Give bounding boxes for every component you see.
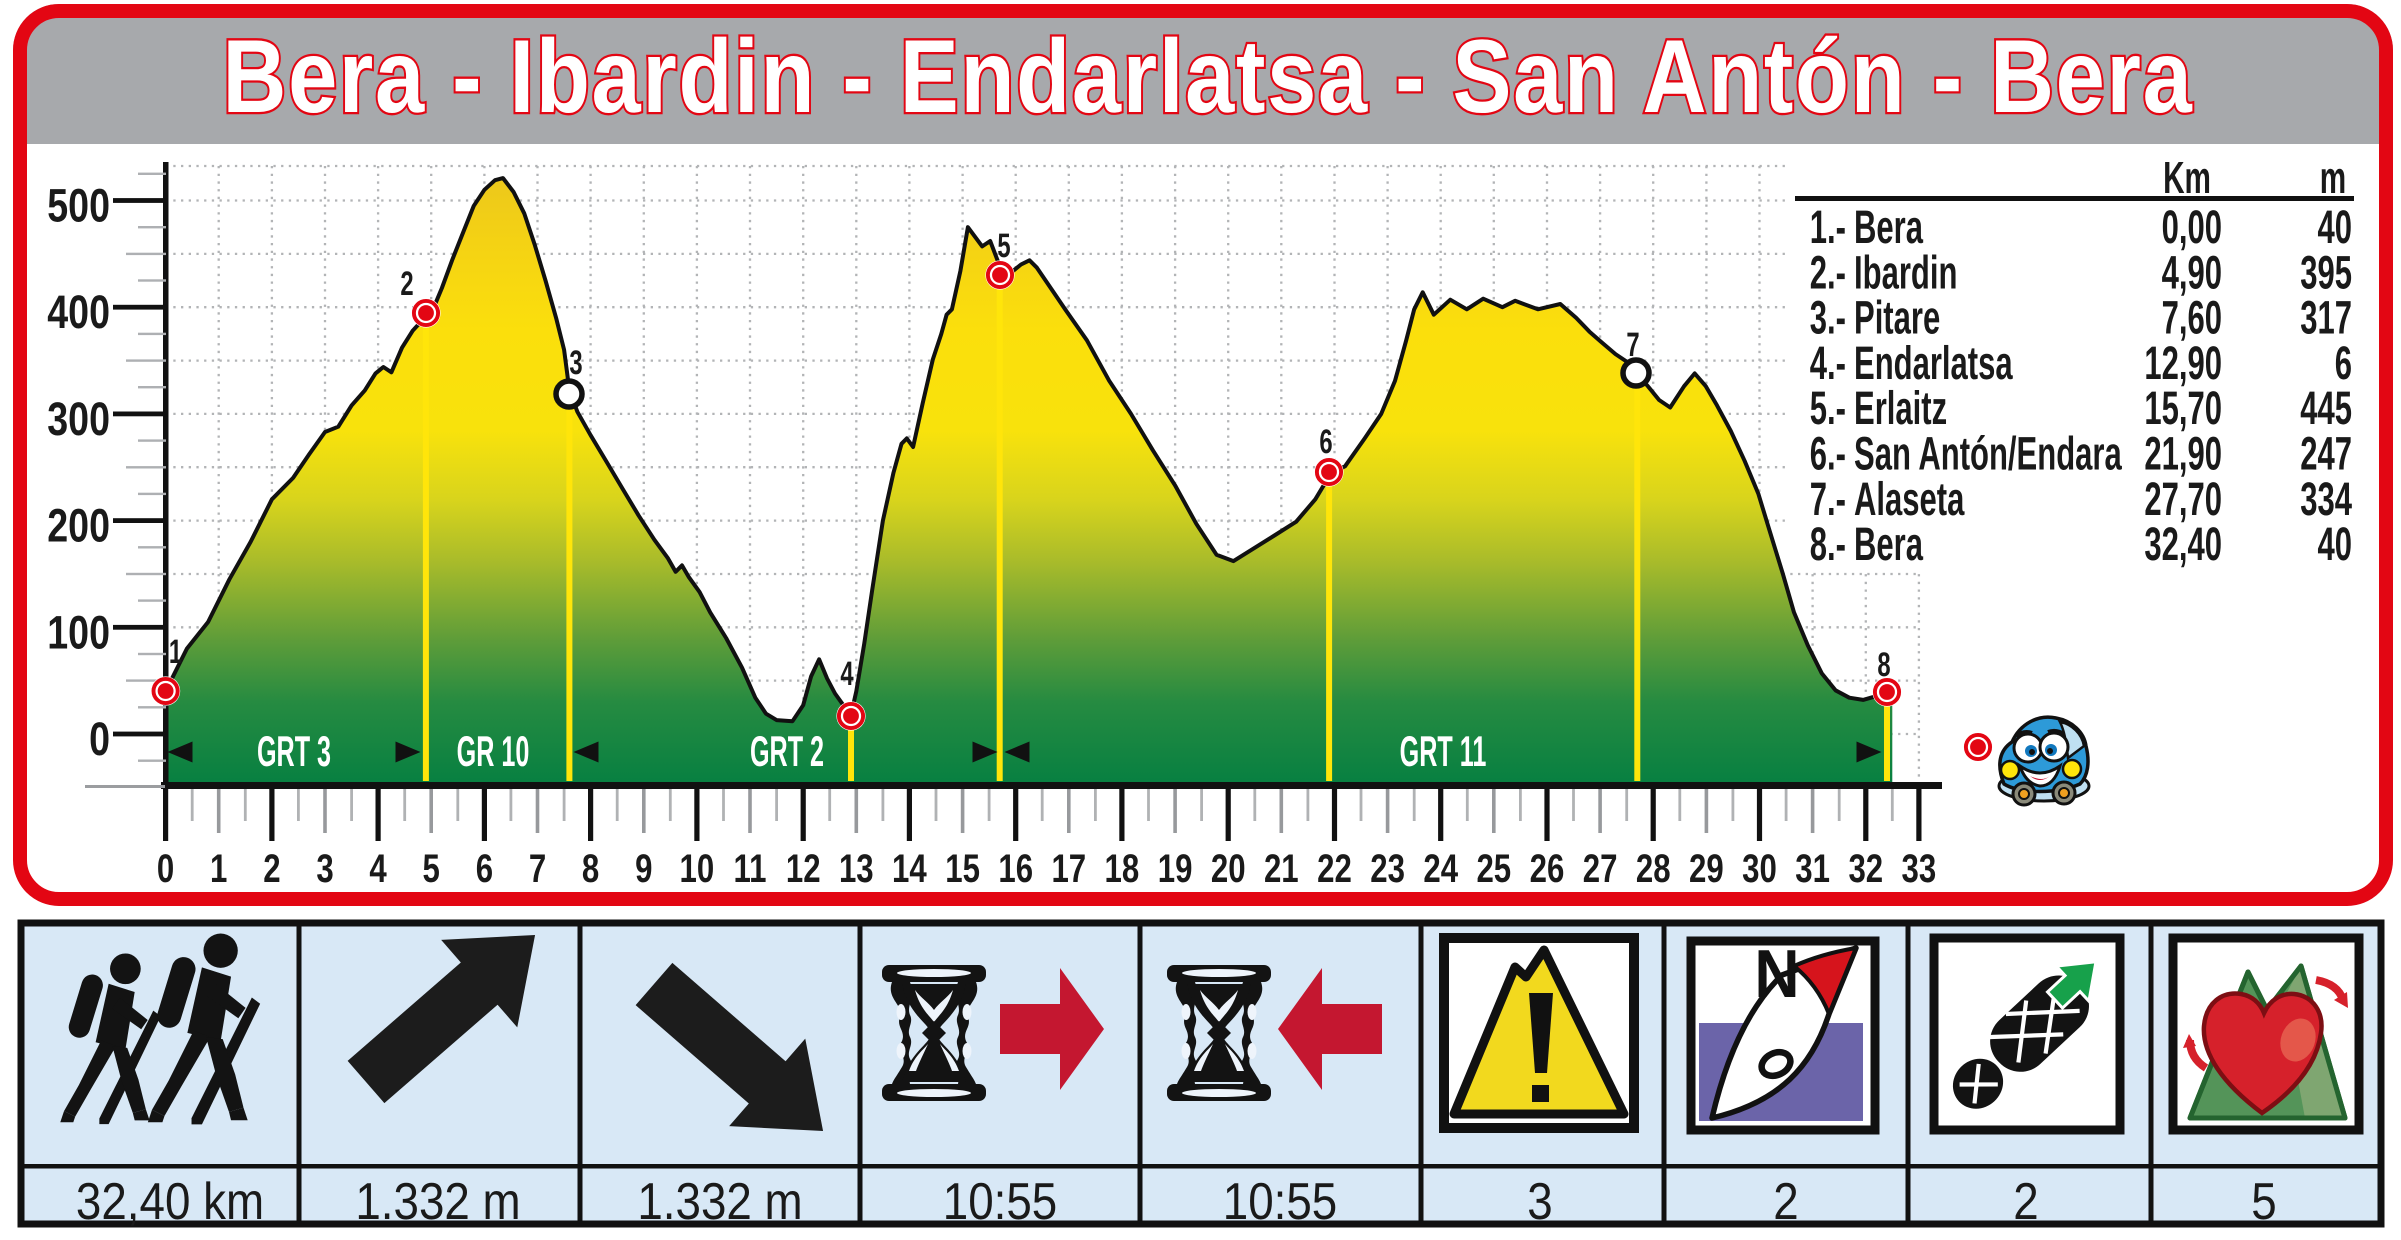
svg-text:247: 247 [2300, 427, 2352, 480]
svg-text:Endarlatsa: Endarlatsa [1854, 336, 2013, 389]
svg-text:25: 25 [1476, 847, 1511, 891]
svg-text:27: 27 [1583, 847, 1618, 891]
svg-text:1: 1 [210, 847, 227, 891]
svg-text:4.-: 4.- [1810, 336, 1846, 389]
svg-text:21: 21 [1264, 847, 1299, 891]
svg-text:2: 2 [400, 265, 413, 303]
svg-text:10: 10 [680, 847, 715, 891]
svg-text:32: 32 [1848, 847, 1883, 891]
svg-text:5: 5 [2251, 1173, 2276, 1231]
svg-text:21,90: 21,90 [2144, 427, 2222, 480]
svg-text:22: 22 [1317, 847, 1352, 891]
svg-text:5: 5 [423, 847, 440, 891]
svg-text:11: 11 [734, 847, 767, 891]
svg-text:3.-: 3.- [1810, 291, 1846, 344]
svg-text:33: 33 [1902, 847, 1937, 891]
svg-text:GRT 11: GRT 11 [1400, 728, 1487, 776]
svg-text:17: 17 [1051, 847, 1086, 891]
svg-text:GRT 2: GRT 2 [750, 728, 824, 776]
svg-text:8.-: 8.- [1810, 517, 1846, 570]
svg-text:4: 4 [840, 655, 853, 693]
svg-text:3: 3 [569, 344, 582, 382]
svg-text:7,60: 7,60 [2162, 291, 2222, 344]
svg-text:32,40: 32,40 [2144, 517, 2222, 570]
svg-text:9: 9 [635, 847, 652, 891]
svg-text:2: 2 [2013, 1173, 2038, 1231]
svg-text:27,70: 27,70 [2144, 472, 2222, 525]
svg-text:12: 12 [786, 847, 821, 891]
svg-text:7: 7 [529, 847, 546, 891]
svg-text:100: 100 [47, 605, 110, 658]
svg-text:Bera: Bera [1854, 517, 1924, 570]
svg-text:14: 14 [892, 847, 927, 891]
svg-text:N: N [1754, 936, 1799, 1012]
svg-text:Erlaitz: Erlaitz [1854, 381, 1947, 434]
svg-text:300: 300 [47, 392, 110, 445]
svg-text:6: 6 [2335, 336, 2352, 389]
svg-text:19: 19 [1158, 847, 1193, 891]
svg-text:Bera: Bera [1854, 200, 1924, 253]
svg-text:500: 500 [47, 179, 110, 232]
svg-text:1.332 m: 1.332 m [637, 1173, 802, 1231]
svg-text:40: 40 [2317, 200, 2352, 253]
svg-text:29: 29 [1689, 847, 1724, 891]
svg-text:Ibardin: Ibardin [1854, 245, 1957, 298]
svg-text:8: 8 [1877, 646, 1890, 684]
svg-text:13: 13 [839, 847, 874, 891]
svg-text:5: 5 [997, 227, 1010, 265]
svg-text:12,90: 12,90 [2144, 336, 2222, 389]
svg-text:15: 15 [945, 847, 980, 891]
svg-text:2: 2 [263, 847, 280, 891]
svg-text:7: 7 [1626, 326, 1639, 364]
svg-text:31: 31 [1795, 847, 1830, 891]
svg-text:1.332 m: 1.332 m [355, 1173, 520, 1231]
svg-text:Pitare: Pitare [1854, 291, 1940, 344]
svg-text:24: 24 [1423, 847, 1458, 891]
svg-text:GRT 3: GRT 3 [257, 728, 331, 776]
svg-text:400: 400 [47, 285, 110, 338]
svg-text:10:55: 10:55 [943, 1173, 1058, 1231]
svg-text:30: 30 [1742, 847, 1777, 891]
svg-text:3: 3 [1527, 1173, 1552, 1231]
svg-text:0: 0 [89, 712, 110, 765]
svg-text:2: 2 [1773, 1173, 1798, 1231]
svg-text:445: 445 [2300, 381, 2352, 434]
svg-text:16: 16 [998, 847, 1033, 891]
svg-text:28: 28 [1636, 847, 1671, 891]
svg-text:4: 4 [369, 847, 387, 891]
svg-text:3: 3 [316, 847, 333, 891]
svg-text:6: 6 [1319, 423, 1332, 461]
svg-text:0: 0 [157, 847, 174, 891]
svg-text:10:55: 10:55 [1223, 1173, 1338, 1231]
svg-text:8: 8 [582, 847, 599, 891]
svg-text:Km: Km [2163, 152, 2211, 203]
svg-text:2.-: 2.- [1810, 245, 1846, 298]
svg-text:1.-: 1.- [1810, 200, 1846, 253]
svg-text:GR 10: GR 10 [457, 728, 530, 776]
svg-text:334: 334 [2300, 472, 2352, 525]
svg-text:40: 40 [2317, 517, 2352, 570]
svg-text:6.-: 6.- [1810, 427, 1846, 480]
svg-text:4,90: 4,90 [2162, 245, 2222, 298]
svg-text:Alaseta: Alaseta [1854, 472, 1965, 525]
svg-text:26: 26 [1530, 847, 1565, 891]
svg-text:San Antón/Endara: San Antón/Endara [1854, 427, 2122, 480]
svg-text:23: 23 [1370, 847, 1405, 891]
svg-text:20: 20 [1211, 847, 1246, 891]
svg-text:395: 395 [2300, 245, 2352, 298]
svg-text:m: m [2320, 152, 2346, 203]
svg-text:15,70: 15,70 [2144, 381, 2222, 434]
svg-text:6: 6 [476, 847, 493, 891]
svg-text:317: 317 [2300, 291, 2352, 344]
svg-text:5.-: 5.- [1810, 381, 1846, 434]
svg-text:32,40 km: 32,40 km [76, 1173, 264, 1231]
svg-text:200: 200 [47, 499, 110, 552]
svg-text:Bera - Ibardin - Endarlatsa -: Bera - Ibardin - Endarlatsa - San Antón … [223, 19, 2194, 135]
svg-text:18: 18 [1105, 847, 1140, 891]
svg-text:0,00: 0,00 [2162, 200, 2222, 253]
svg-text:7.-: 7.- [1810, 472, 1846, 525]
svg-text:1: 1 [169, 633, 182, 671]
